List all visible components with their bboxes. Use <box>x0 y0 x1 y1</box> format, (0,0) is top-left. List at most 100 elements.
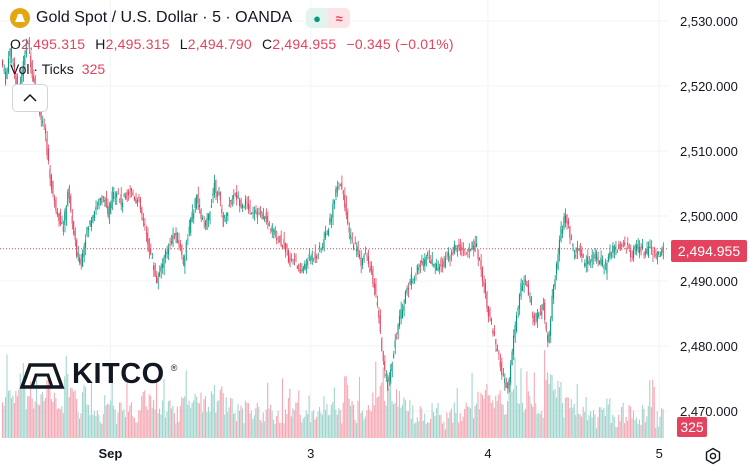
candle-body <box>425 257 427 265</box>
candle-body <box>215 179 217 193</box>
candle-body <box>197 194 199 204</box>
candle-body <box>358 254 360 257</box>
candle-body <box>406 288 408 293</box>
volume-bar <box>527 391 529 438</box>
candle-body <box>564 215 566 224</box>
collapse-legend-button[interactable] <box>12 84 48 112</box>
candle-body <box>326 234 328 236</box>
candle-body <box>548 333 550 343</box>
candle-body <box>662 245 664 254</box>
candle-body <box>357 245 359 255</box>
candle-body <box>336 187 338 193</box>
volume-bar <box>270 404 272 438</box>
volume-bar <box>53 392 55 438</box>
candle-body <box>471 241 473 250</box>
volume-bar <box>619 421 621 438</box>
volume-bar <box>238 410 241 438</box>
volume-bar <box>455 412 457 438</box>
volume-bar <box>70 387 72 438</box>
candle-body <box>627 242 628 245</box>
candle-body <box>281 245 283 248</box>
candle-body <box>661 249 662 256</box>
legend-toggles[interactable]: ● ≈ <box>306 8 351 28</box>
candle-body <box>478 258 480 261</box>
volume-bar <box>473 418 475 438</box>
candle-body <box>591 254 593 262</box>
chevron-up-icon <box>23 93 37 102</box>
candle-body <box>130 188 132 192</box>
candle-body <box>552 285 554 299</box>
y-axis: 2,530.000 2,520.000 2,510.000 2,500.000 2,49… <box>680 14 738 419</box>
volume-bar <box>252 419 254 438</box>
wave-icon[interactable]: ≈ <box>328 8 351 28</box>
volume-bar <box>62 412 64 438</box>
candle-body <box>250 213 252 215</box>
volume-bar <box>413 423 415 438</box>
volume-bar <box>647 405 649 438</box>
candle-body <box>634 246 636 250</box>
volume-bar <box>370 411 372 438</box>
volume-bar <box>545 379 547 438</box>
candle-body <box>421 260 423 263</box>
candle-body <box>379 315 381 332</box>
candle-body <box>505 382 507 388</box>
volume-bar <box>116 423 118 438</box>
volume-bar <box>150 395 152 438</box>
volume-bar <box>99 421 101 438</box>
volume-bar <box>507 401 509 438</box>
candle-body <box>65 206 67 221</box>
candle-body <box>512 335 514 355</box>
volume-bar <box>142 392 144 438</box>
volume-bar <box>641 405 643 438</box>
volume-bar <box>350 405 352 438</box>
volume-bar <box>262 412 264 438</box>
symbol-legend[interactable]: Gold Spot / U.S. Dollar · 5 · OANDA ● ≈ <box>10 8 351 28</box>
candle-body <box>292 259 294 261</box>
volume-bar <box>584 411 586 438</box>
candle-body <box>609 251 611 259</box>
volume-bar <box>188 400 190 438</box>
candle-body <box>615 246 617 250</box>
volume-bar <box>265 409 267 438</box>
volume-bar <box>330 404 332 438</box>
volume-bar <box>572 407 574 438</box>
volume-bar <box>7 390 10 438</box>
volume-bar <box>156 381 158 438</box>
candle-body <box>210 205 212 208</box>
y-tick-label: 2,470.000 <box>680 404 738 419</box>
volume-bar <box>55 398 57 438</box>
volume-bar <box>601 409 603 438</box>
candle-body <box>461 246 463 250</box>
candle-body <box>79 257 80 263</box>
candle-body <box>587 256 588 265</box>
volume-bar <box>117 412 119 438</box>
volume-bar <box>136 422 138 438</box>
volume-bar <box>221 386 223 438</box>
volume-bar <box>267 382 269 438</box>
candle-body <box>249 205 251 209</box>
chart-settings-button[interactable] <box>702 445 724 467</box>
volume-bar <box>108 404 110 438</box>
volume-bar <box>375 361 377 438</box>
volume-bar <box>415 422 417 438</box>
candle-body <box>255 209 257 214</box>
candle-body <box>221 208 223 213</box>
volume-bar <box>313 410 315 438</box>
candle-body <box>132 192 134 195</box>
volume-bar <box>123 409 125 438</box>
x-tick-label: 4 <box>484 446 491 461</box>
volume-bar <box>607 404 609 438</box>
candle-body <box>458 244 460 247</box>
volume-bar <box>301 422 303 438</box>
volume-bar <box>388 387 390 438</box>
candle-body <box>456 250 458 253</box>
candle-body <box>151 258 153 260</box>
candle-body <box>437 268 439 271</box>
volume-bar <box>46 379 48 438</box>
candle-body <box>172 234 174 245</box>
volume-legend[interactable]: Vol · Ticks 325 <box>10 61 105 77</box>
volume-bar <box>570 399 572 438</box>
candle-body <box>216 191 218 198</box>
dot-icon[interactable]: ● <box>306 8 329 28</box>
